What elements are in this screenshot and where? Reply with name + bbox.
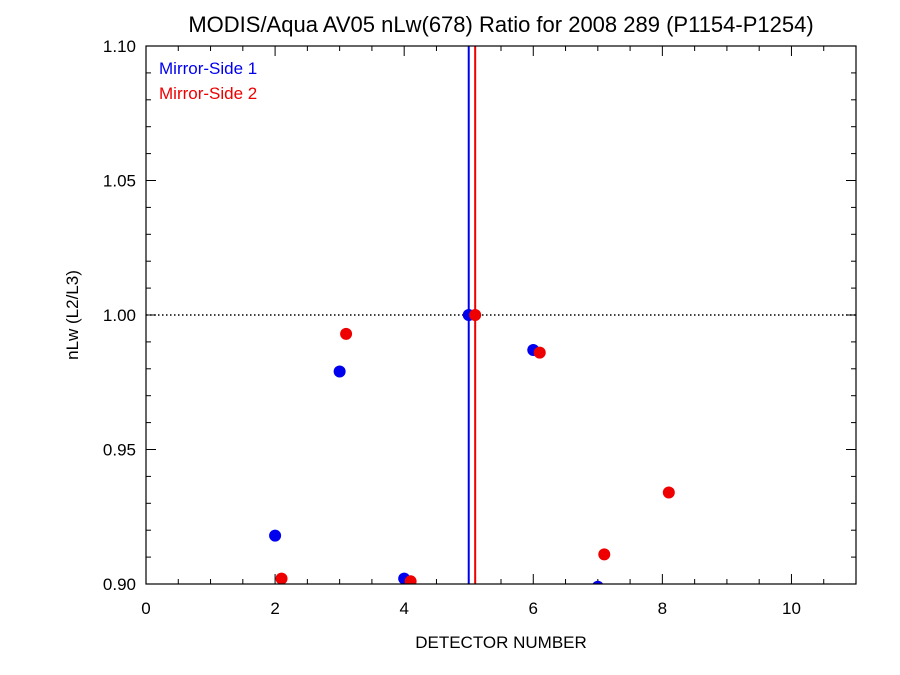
tick-labels: 0 2 4 6 8 10 0.90 0.95 1.00 1.05 1.10 bbox=[103, 37, 801, 618]
legend: Mirror-Side 1 Mirror-Side 2 bbox=[159, 59, 257, 103]
chart-title: MODIS/Aqua AV05 nLw(678) Ratio for 2008 … bbox=[188, 12, 813, 37]
y-tick-label: 0.90 bbox=[103, 575, 136, 594]
x-tick-label: 6 bbox=[529, 599, 538, 618]
y-tick-label: 1.00 bbox=[103, 306, 136, 325]
data-point bbox=[275, 572, 288, 584]
data-point bbox=[333, 365, 346, 378]
data-point bbox=[269, 529, 282, 542]
data-point bbox=[592, 580, 604, 584]
y-axis-label: nLw (L2/L3) bbox=[63, 270, 82, 360]
x-axis-label: DETECTOR NUMBER bbox=[415, 633, 587, 652]
x-tick-label: 8 bbox=[658, 599, 667, 618]
data-point bbox=[469, 309, 482, 321]
axis-ticks bbox=[145, 45, 857, 585]
data-point bbox=[533, 346, 546, 359]
data-point bbox=[598, 548, 611, 561]
x-tick-label: 4 bbox=[399, 599, 408, 618]
data-point bbox=[340, 327, 353, 340]
data-point bbox=[404, 575, 417, 584]
plot-frame bbox=[145, 45, 857, 585]
y-tick-label: 1.10 bbox=[103, 37, 136, 56]
y-tick-label: 0.95 bbox=[103, 441, 136, 460]
legend-entry: Mirror-Side 2 bbox=[159, 84, 257, 103]
x-tick-label: 2 bbox=[270, 599, 279, 618]
y-tick-label: 1.05 bbox=[103, 172, 136, 191]
data-point bbox=[662, 486, 675, 499]
x-tick-label: 0 bbox=[141, 599, 150, 618]
data-points bbox=[269, 309, 675, 598]
data-point bbox=[656, 586, 668, 598]
legend-entry: Mirror-Side 1 bbox=[159, 59, 257, 78]
x-tick-label: 10 bbox=[782, 599, 801, 618]
